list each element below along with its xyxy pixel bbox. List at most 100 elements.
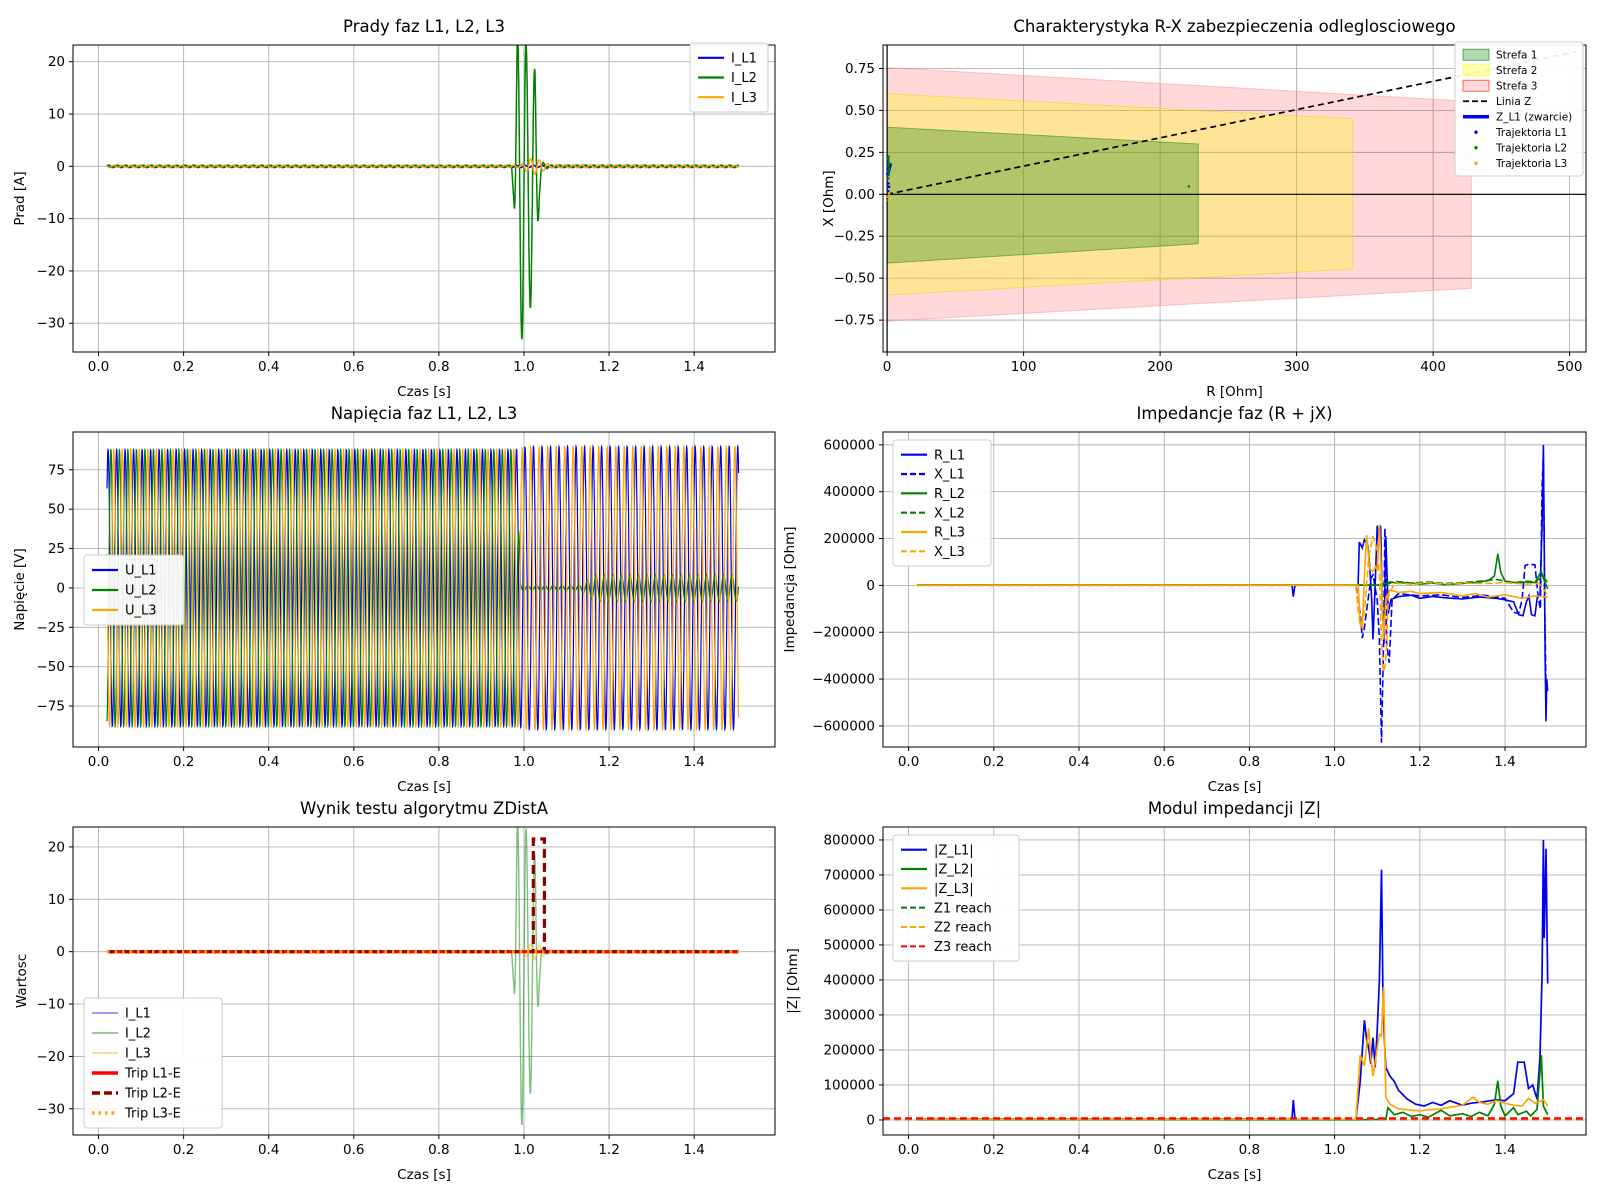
legend-label: I_L3 — [731, 91, 757, 106]
marker-Trajektoria L1 — [887, 185, 891, 189]
legend: Strefa 1 Strefa 2 Strefa 3 Linia Z Z_L1 (zwa… — [1454, 41, 1584, 177]
y-axis-label: |Z| [Ohm] — [785, 948, 801, 1014]
legend-label: R_L2 — [934, 487, 965, 502]
y-tick-label: −400000 — [812, 672, 875, 688]
series-R_L3 — [917, 524, 1548, 640]
legend-label: U_L2 — [125, 584, 157, 599]
legend-label: R_L3 — [934, 526, 965, 541]
y-tick-label: −200000 — [812, 625, 875, 641]
axes-frame — [72, 431, 776, 748]
legend-swatch-patch — [1462, 79, 1490, 92]
y-tick-label: 0 — [56, 159, 65, 175]
y-tick-label: −75 — [37, 699, 66, 715]
y-tick-label: 700000 — [823, 867, 875, 883]
x-tick-label: 0.0 — [88, 1142, 109, 1158]
chart-title: Prady faz L1, L2, L3 — [343, 17, 505, 36]
x-tick-label: 1.0 — [513, 1142, 534, 1158]
legend-label: Trip L2-E — [124, 1087, 181, 1102]
x-tick-label: 0.2 — [173, 754, 194, 770]
legend-label: I_L1 — [731, 52, 757, 67]
x-tick-label: 1.0 — [1324, 754, 1345, 770]
marker-Trajektoria L2 — [886, 177, 890, 180]
series-X_L1 — [917, 455, 1549, 743]
legend-label: Strefa 3 — [1496, 81, 1537, 93]
legend-label: U_L3 — [125, 604, 157, 619]
legend-label: R_L1 — [934, 448, 965, 463]
x-tick-label: 1.0 — [513, 359, 534, 375]
chart-rx: 0 100 200 300 400 500 −0.75 −0.50 −0.25 0.00 0.25 0… — [821, 17, 1587, 400]
chart-title: Modul impedancji |Z| — [1148, 799, 1321, 818]
x-axis-label: Czas [s] — [1208, 1167, 1262, 1183]
marker-Trajektoria L2 — [887, 160, 890, 163]
marker-Trajektoria L3 — [886, 195, 890, 199]
series-|Z_L2| — [917, 1055, 1549, 1121]
x-tick-label: 0.6 — [1153, 754, 1174, 770]
legend-label: I_L3 — [125, 1047, 151, 1062]
legend-label: Z3 reach — [934, 940, 992, 955]
marker-Trajektoria L2 — [1187, 185, 1191, 188]
y-tick-label: 20 — [48, 54, 65, 70]
y-tick-label: 0 — [56, 580, 65, 596]
x-tick-label: 1.2 — [598, 1142, 619, 1158]
legend-label: Trajektoria L3 — [1495, 158, 1567, 170]
y-tick-label: −20 — [37, 263, 66, 279]
y-tick-label: −0.50 — [834, 271, 875, 287]
axes-frame — [882, 826, 1587, 1136]
marker-Trajektoria L3 — [887, 198, 890, 202]
x-axis-label: R [Ohm] — [1206, 384, 1263, 400]
y-tick-label: −10 — [37, 211, 66, 227]
legend-swatch-patch — [1462, 48, 1490, 61]
axes-frame — [882, 431, 1587, 748]
x-tick-label: 0.0 — [898, 1142, 919, 1158]
x-tick-label: 1.0 — [1324, 1142, 1345, 1158]
y-tick-label: 10 — [48, 892, 65, 908]
series-|Z_L3| — [917, 986, 1549, 1121]
y-tick-label: −0.75 — [834, 313, 875, 329]
x-tick-label: 0.6 — [343, 1142, 364, 1158]
y-tick-label: −600000 — [812, 718, 875, 734]
marker-Trajektoria L1 — [887, 182, 890, 185]
marker-Trajektoria L2 — [887, 165, 890, 168]
x-tick-label: 200 — [1147, 359, 1173, 375]
x-tick-label: 1.4 — [1494, 1142, 1515, 1158]
y-tick-label: −0.25 — [834, 229, 875, 245]
axes-frame — [72, 826, 776, 1136]
y-tick-label: −25 — [37, 620, 66, 636]
y-tick-label: 0.25 — [845, 145, 875, 161]
legend-label: Trip L1-E — [124, 1067, 181, 1082]
x-tick-label: 0.6 — [343, 754, 364, 770]
series-X_L2 — [917, 574, 1549, 587]
y-tick-label: 0 — [866, 1112, 875, 1128]
y-tick-label: −20 — [37, 1049, 66, 1065]
legend-label: X_L3 — [934, 545, 965, 560]
x-tick-label: 0 — [883, 359, 892, 375]
x-tick-label: 300 — [1284, 359, 1310, 375]
legend: I_L1 I_L2 I_L3 — [689, 42, 769, 113]
legend: |Z_L1| |Z_L2| |Z_L3| Z1 reach Z2 reach Z3 rea… — [892, 834, 1020, 962]
x-axis-label: Czas [s] — [397, 1167, 451, 1183]
y-axis-label: Wartosc — [14, 954, 30, 1008]
axes-frame — [72, 44, 776, 353]
x-axis-label: Czas [s] — [1208, 779, 1262, 795]
legend-swatch-marker — [1474, 130, 1478, 134]
y-tick-label: 0 — [56, 944, 65, 960]
chart-title: Impedancje faz (R + jX) — [1136, 404, 1332, 423]
y-tick-label: 600000 — [823, 902, 875, 918]
y-tick-label: 200000 — [823, 531, 875, 547]
legend-label: Strefa 1 — [1496, 50, 1537, 62]
chart-wynik: 0.0 0.2 0.4 0.6 0.8 1.0 1.2 1.4 −30 −20 −10 0 10 20 Wy… — [14, 799, 776, 1183]
x-axis-label: Czas [s] — [397, 384, 451, 400]
legend-label: Trip L3-E — [124, 1107, 181, 1122]
legend-swatch-marker — [1474, 146, 1478, 150]
marker-Trajektoria L2 — [887, 155, 890, 158]
x-tick-label: 0.2 — [983, 754, 1004, 770]
y-tick-label: 75 — [48, 462, 65, 478]
legend-label: I_L1 — [125, 1007, 151, 1022]
series-Trip L2-E — [107, 837, 739, 954]
series-U_L1 — [106, 444, 740, 732]
series-|Z_L1| — [917, 839, 1549, 1121]
series-I_L3 — [106, 157, 739, 176]
x-tick-label: 500 — [1557, 359, 1583, 375]
x-tick-label: 0.0 — [88, 754, 109, 770]
